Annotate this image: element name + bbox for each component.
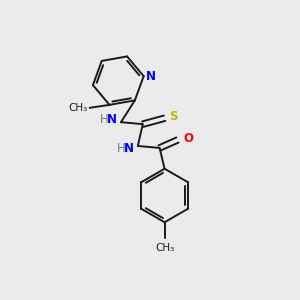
Text: N: N (124, 142, 134, 155)
Text: S: S (169, 110, 178, 123)
Text: O: O (183, 131, 194, 145)
Text: CH₃: CH₃ (155, 243, 174, 253)
Text: N: N (107, 113, 117, 126)
Text: H: H (100, 113, 109, 126)
Text: H: H (117, 142, 125, 155)
Text: N: N (146, 70, 156, 83)
Text: CH₃: CH₃ (68, 103, 88, 113)
